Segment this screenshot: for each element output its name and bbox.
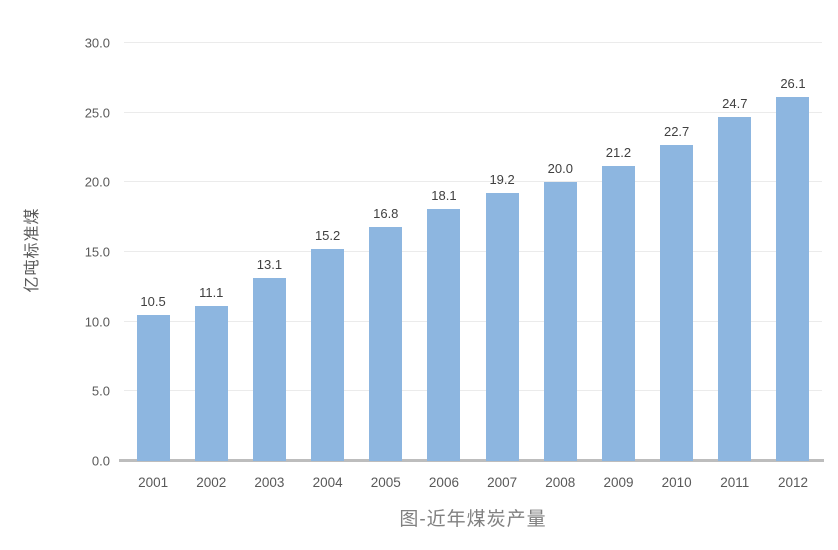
bar-column: 10.5 <box>124 43 182 461</box>
gridline <box>124 251 822 252</box>
y-tick-label: 10.0 <box>84 314 110 330</box>
x-axis-line <box>119 459 824 462</box>
y-tick-label: 30.0 <box>84 35 110 51</box>
bar-data-label: 15.2 <box>314 228 341 244</box>
bar-data-label: 19.2 <box>489 172 515 188</box>
x-tick-label: 2001 <box>138 475 169 490</box>
bar <box>427 208 461 461</box>
x-tick-label: 2011 <box>720 475 750 490</box>
bar-column: 13.1 <box>240 43 298 461</box>
bar-column: 26.1 <box>764 43 822 461</box>
gridline <box>124 320 822 322</box>
bar <box>252 278 286 461</box>
bar <box>194 306 228 461</box>
x-tick-label: 2005 <box>370 475 401 490</box>
x-tick-label: 2007 <box>487 475 518 490</box>
x-tick-label: 2002 <box>196 475 227 490</box>
bar <box>485 193 519 461</box>
gridline <box>124 42 822 43</box>
bar-data-label: 21.2 <box>605 144 632 160</box>
x-tick-label: 2003 <box>254 475 285 490</box>
x-axis-labels: 2001 2002 2003 2004 2005 2006 2007 2008 2009 2010… <box>124 463 822 490</box>
bar-data-label: 22.7 <box>663 123 690 139</box>
bar <box>136 314 170 461</box>
x-tick-label: 2004 <box>312 475 343 490</box>
x-tick-label: 2009 <box>603 475 634 490</box>
gridline <box>124 390 822 392</box>
bar-column: 19.2 <box>473 43 531 461</box>
bar <box>601 165 635 461</box>
bar <box>776 97 810 461</box>
bar-data-label: 24.7 <box>722 95 748 111</box>
chart-title: 图-近年煤炭产量 <box>399 509 547 530</box>
y-axis-tick-labels: 0.0 5.0 10.0 15.0 20.0 25.0 30.0 <box>0 36 110 469</box>
bar <box>369 226 403 461</box>
gridline <box>124 181 822 183</box>
bar-column: 24.7 <box>706 43 764 461</box>
bar-column: 20.0 <box>531 43 589 461</box>
y-tick-label: 0.0 <box>91 453 110 469</box>
bar <box>311 249 345 461</box>
bar <box>718 116 752 461</box>
bar-column: 11.1 <box>182 43 240 461</box>
bar-column: 21.2 <box>589 43 647 461</box>
bar-data-label: 13.1 <box>256 257 283 273</box>
bar <box>660 144 694 461</box>
bar-column: 16.8 <box>357 43 415 461</box>
gridline <box>124 111 822 113</box>
bar-data-label: 18.1 <box>431 187 457 203</box>
x-tick-label: 2012 <box>777 475 808 490</box>
bar-data-label: 11.1 <box>199 285 224 301</box>
x-tick-label: 2010 <box>661 475 692 490</box>
bar-column: 15.2 <box>299 43 357 461</box>
y-tick-label: 5.0 <box>91 383 110 399</box>
bar-data-label: 16.8 <box>373 205 399 221</box>
x-tick-label: 2006 <box>428 475 459 490</box>
bar <box>543 182 577 461</box>
plot-area: 10.5 11.1 13.1 15.2 16.8 18.1 19.2 20.0 21.2 22.7… <box>119 42 824 462</box>
bar-data-label: 10.5 <box>140 293 166 309</box>
y-tick-label: 25.0 <box>84 105 110 121</box>
bar-data-label: 26.1 <box>780 76 806 92</box>
bar-column: 18.1 <box>415 43 473 461</box>
x-tick-label: 2008 <box>545 475 576 490</box>
bar-series: 10.5 11.1 13.1 15.2 16.8 18.1 19.2 20.0 21.2 22.7… <box>124 43 822 461</box>
bar-data-label: 20.0 <box>547 161 573 177</box>
y-tick-label: 20.0 <box>84 174 110 190</box>
y-tick-label: 15.0 <box>84 244 110 260</box>
bar-column: 22.7 <box>648 43 706 461</box>
